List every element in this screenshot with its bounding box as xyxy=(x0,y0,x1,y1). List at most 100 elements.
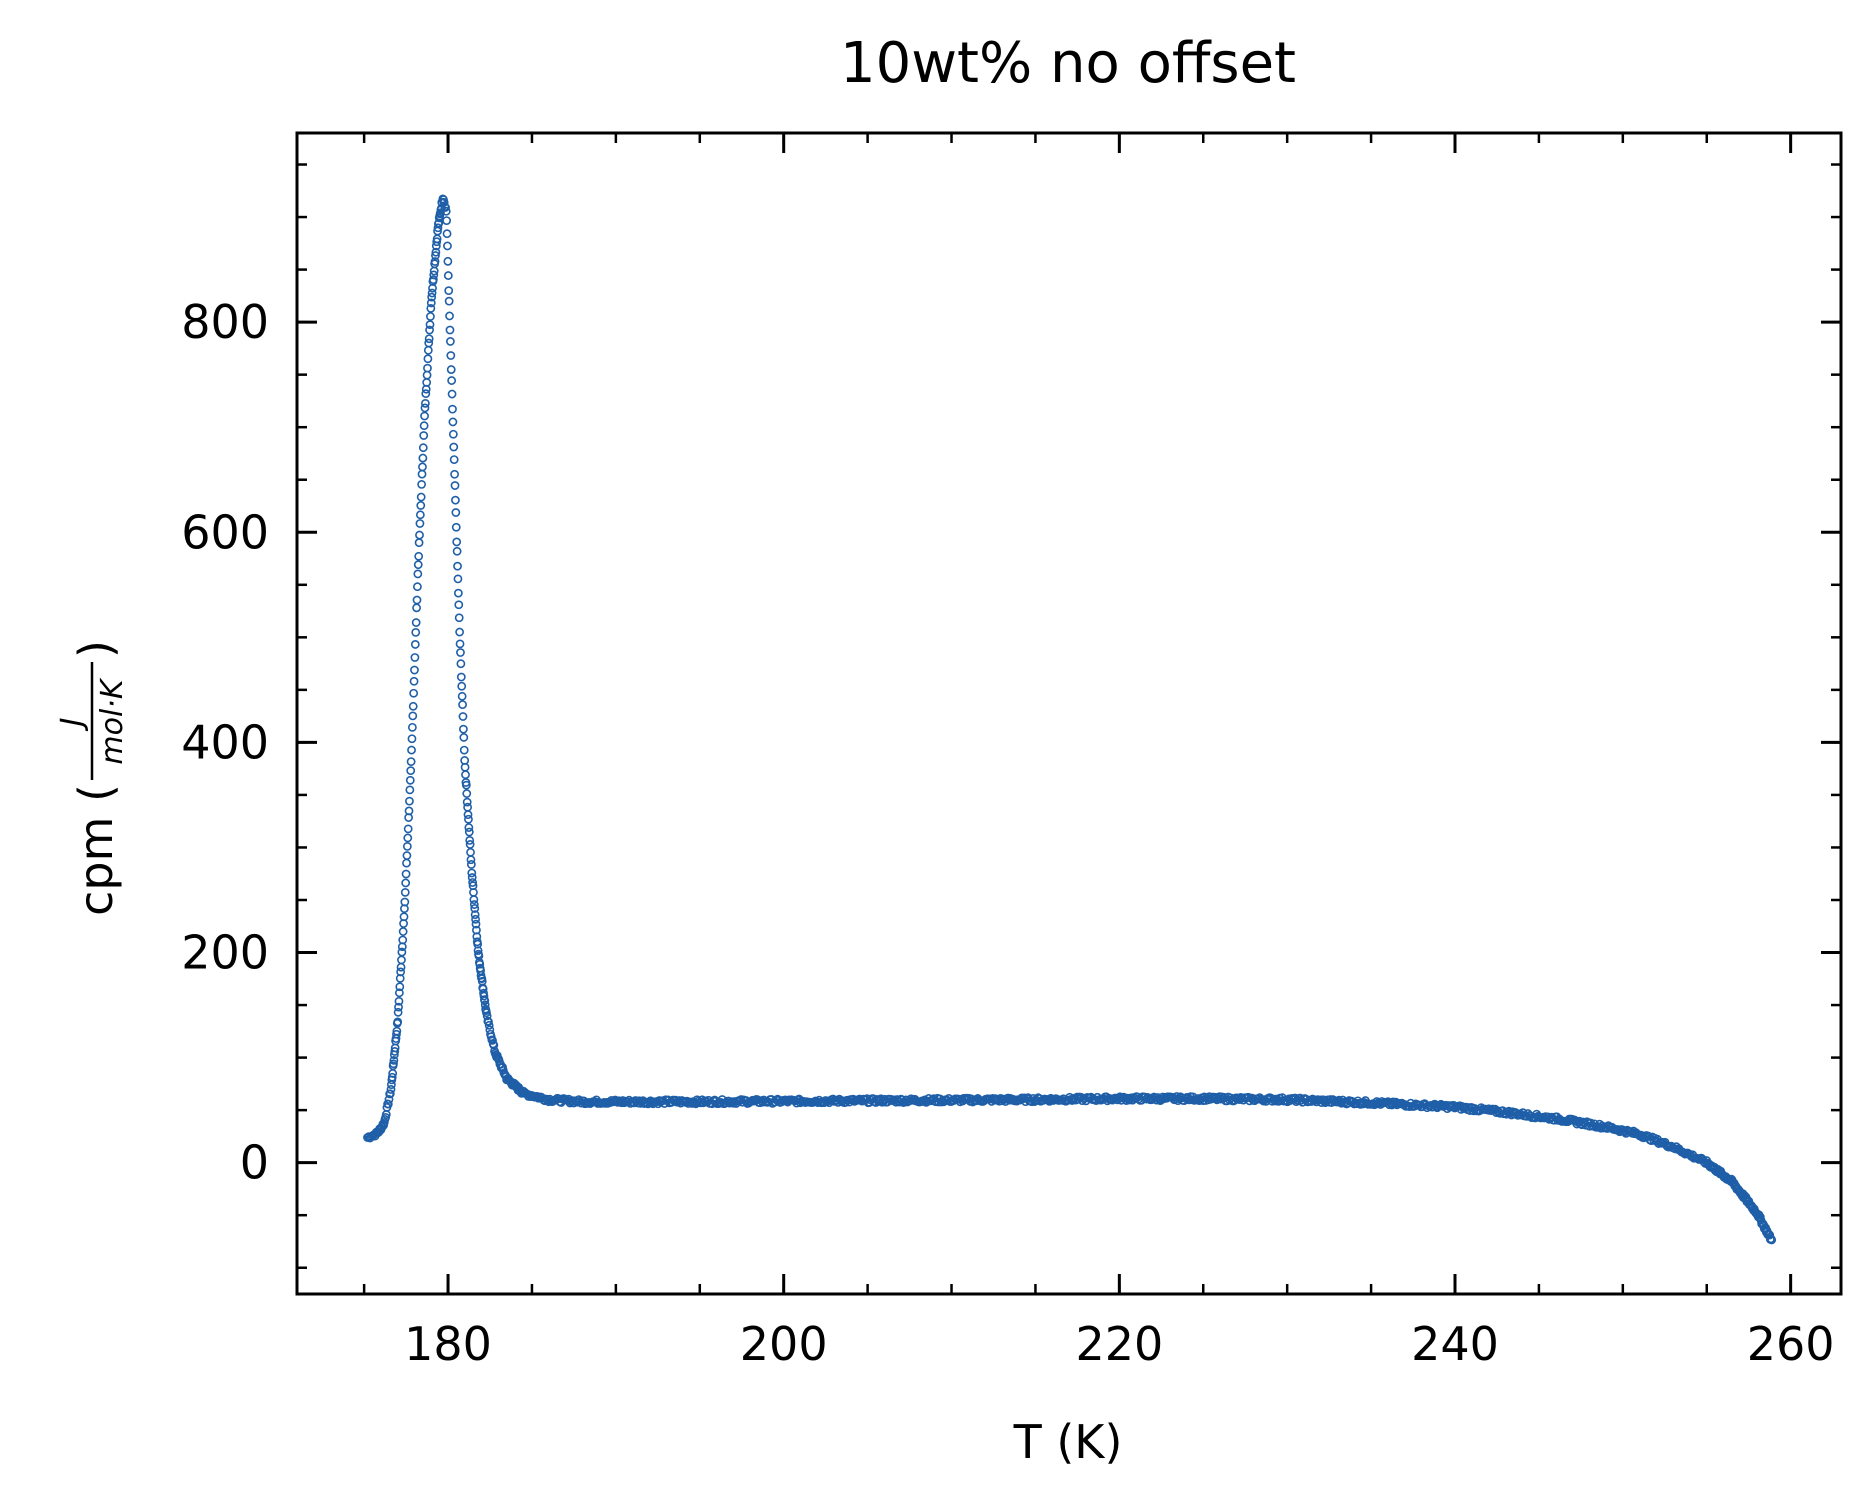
data-point xyxy=(426,312,435,321)
data-point xyxy=(383,1099,393,1109)
data-point xyxy=(470,910,480,920)
data-point xyxy=(1765,1230,1775,1240)
data-point xyxy=(447,389,457,399)
chart-title: 10wt% no offset xyxy=(840,31,1296,96)
data-point xyxy=(454,600,464,610)
data-point xyxy=(417,469,427,479)
data-point xyxy=(412,603,421,613)
data-point xyxy=(402,851,412,860)
data-point xyxy=(413,582,422,592)
data-point xyxy=(410,653,420,662)
data-point xyxy=(441,206,451,216)
data-point xyxy=(429,270,439,280)
data-point xyxy=(387,1072,397,1082)
x-tick-label: 220 xyxy=(1075,1317,1163,1371)
data-point xyxy=(464,827,474,837)
data-point xyxy=(423,345,433,355)
data-point xyxy=(471,919,481,929)
data-point xyxy=(455,639,465,649)
data-point xyxy=(419,431,429,440)
data-point xyxy=(400,887,410,897)
data-point xyxy=(458,700,467,710)
data-point xyxy=(448,417,458,427)
data-point xyxy=(484,1017,493,1027)
data-point xyxy=(449,455,459,464)
x-tick-label: 240 xyxy=(1411,1317,1499,1371)
data-point xyxy=(445,337,455,346)
data-point xyxy=(424,338,434,348)
data-point xyxy=(445,325,455,335)
data-point xyxy=(385,1089,395,1099)
data-point xyxy=(407,722,417,732)
data-point xyxy=(445,311,454,321)
data-point xyxy=(459,745,469,755)
data-point xyxy=(459,733,469,742)
data-point xyxy=(394,988,404,998)
y-tick-label: 600 xyxy=(181,505,269,559)
data-point xyxy=(394,996,404,1006)
y-axis-label-numerator: J xyxy=(55,718,90,732)
data-point xyxy=(461,780,471,790)
data-point xyxy=(417,479,427,489)
data-point xyxy=(457,691,467,701)
data-point xyxy=(400,897,410,907)
data-point xyxy=(419,421,429,431)
data-point xyxy=(393,1017,403,1027)
data-point xyxy=(461,770,470,780)
data-point xyxy=(406,757,416,767)
data-point xyxy=(396,962,406,972)
x-axis-ticks: 180 200 220 240 260 xyxy=(362,133,1835,1371)
data-point xyxy=(464,814,473,824)
data-point xyxy=(415,519,425,528)
data-point xyxy=(469,900,479,909)
data-point xyxy=(416,501,426,510)
data-point xyxy=(393,1007,403,1017)
data-point xyxy=(452,546,462,556)
data-point xyxy=(444,296,454,306)
data-point xyxy=(455,627,465,637)
data-point xyxy=(467,868,477,878)
data-point xyxy=(442,216,452,225)
y-axis-label-suffix: ) xyxy=(69,640,123,658)
data-point xyxy=(412,595,422,605)
x-axis-label: T (K) xyxy=(1013,1415,1123,1469)
data-point xyxy=(401,878,411,888)
data-point xyxy=(402,858,411,868)
data-point xyxy=(418,462,427,472)
data-point xyxy=(406,766,416,776)
data-point xyxy=(421,389,431,399)
data-point xyxy=(444,286,454,296)
data-point xyxy=(423,363,432,373)
data-series xyxy=(363,194,1777,1245)
data-point xyxy=(398,927,408,936)
data-point xyxy=(397,947,407,957)
data-point xyxy=(443,271,453,280)
data-point xyxy=(456,659,466,669)
data-point xyxy=(471,914,480,924)
y-tick-label: 800 xyxy=(181,295,269,349)
data-point xyxy=(489,1040,499,1050)
data-point xyxy=(405,796,414,806)
data-point xyxy=(402,842,412,851)
data-point xyxy=(409,688,419,698)
data-point xyxy=(488,1035,497,1045)
data-point xyxy=(479,991,489,1001)
data-point xyxy=(456,648,465,657)
data-point xyxy=(389,1055,399,1065)
data-point xyxy=(411,618,421,627)
y-axis-ticks: 0 200 400 600 800 xyxy=(181,163,1841,1269)
data-point xyxy=(431,247,441,257)
data-point xyxy=(451,495,460,505)
data-point xyxy=(410,665,419,675)
data-point xyxy=(442,229,452,239)
y-tick-label: 400 xyxy=(181,715,269,769)
data-point xyxy=(396,967,406,977)
data-point xyxy=(426,298,436,308)
data-point xyxy=(453,588,463,598)
data-point xyxy=(403,824,413,834)
data-point xyxy=(420,403,430,413)
data-point xyxy=(366,1132,376,1142)
data-point xyxy=(441,203,450,212)
data-point xyxy=(415,510,425,520)
